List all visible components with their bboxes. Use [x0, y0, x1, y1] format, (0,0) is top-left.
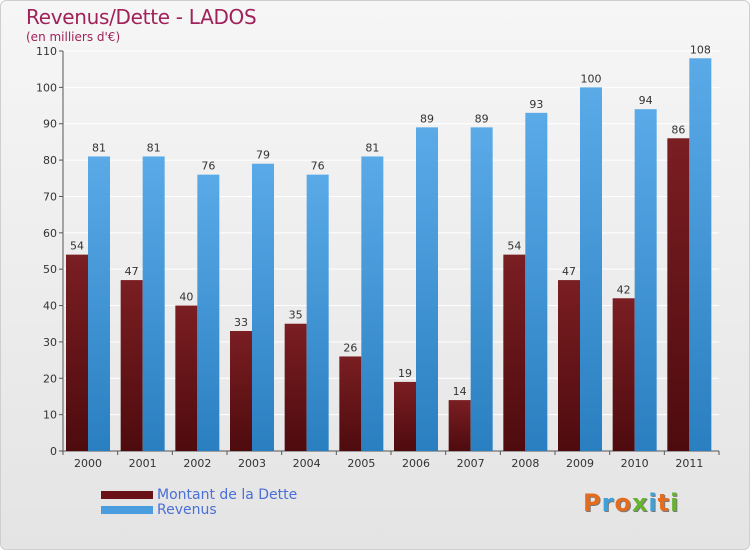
legend-item-dette: Montant de la Dette: [101, 486, 298, 503]
x-tick-label: 2010: [621, 457, 649, 470]
y-tick-label: 70: [43, 190, 57, 203]
bar-dette: [120, 280, 143, 451]
bar-dette: [394, 381, 416, 451]
data-label-revenus: 76: [201, 160, 215, 173]
chart-title: Revenus/Dette - LADOS: [26, 5, 257, 29]
data-label-dette: 14: [453, 385, 467, 398]
data-label-revenus: 76: [311, 160, 325, 173]
logo-letter: i: [648, 489, 658, 517]
x-tick-label: 2007: [457, 457, 485, 470]
legend-label-revenus: Revenus: [157, 501, 217, 518]
data-label-revenus: 100: [581, 72, 602, 85]
legend-item-revenus: Revenus: [101, 501, 297, 518]
bar-dette: [175, 305, 198, 451]
data-label-revenus: 81: [92, 141, 106, 154]
x-tick-label: 2011: [675, 457, 703, 470]
bar-revenus: [142, 156, 165, 452]
y-tick-label: 90: [43, 118, 57, 131]
bar-revenus: [88, 156, 110, 452]
y-tick-label: 40: [43, 300, 57, 313]
bar-dette: [230, 331, 252, 451]
data-label-revenus: 108: [690, 43, 711, 56]
data-label-dette: 35: [289, 309, 303, 322]
logo-letter: t: [657, 489, 671, 517]
data-label-dette: 42: [617, 283, 631, 296]
data-label-revenus: 89: [420, 112, 434, 125]
logo-letter: i: [670, 489, 680, 517]
data-label-revenus: 94: [639, 94, 653, 107]
bar-dette: [667, 138, 690, 452]
x-tick-label: 2004: [293, 457, 321, 470]
x-tick-label: 2009: [566, 457, 594, 470]
bar-revenus: [252, 163, 274, 451]
bar-revenus: [525, 112, 548, 452]
data-label-dette: 40: [179, 291, 193, 304]
data-label-revenus: 81: [147, 141, 161, 154]
y-tick-label: 30: [43, 336, 57, 349]
logo-letter: x: [631, 489, 649, 517]
bar-revenus: [580, 87, 602, 451]
x-tick-label: 2005: [347, 457, 375, 470]
bar-dette: [66, 254, 88, 451]
bar-dette: [284, 323, 307, 451]
data-label-dette: 19: [398, 367, 412, 380]
proxiti-logo: Proxiti: [583, 489, 679, 517]
x-tick-label: 2003: [238, 457, 266, 470]
data-label-revenus: 81: [365, 141, 379, 154]
y-tick-label: 50: [43, 263, 57, 276]
data-label-revenus: 93: [529, 98, 543, 111]
bar-dette: [503, 254, 526, 451]
x-tick-label: 2001: [129, 457, 157, 470]
data-label-dette: 26: [343, 341, 357, 354]
bar-revenus: [470, 127, 493, 451]
y-tick-label: 100: [36, 81, 57, 94]
y-tick-label: 60: [43, 227, 57, 240]
legend-swatch-dette: [101, 490, 153, 499]
y-tick-label: 10: [43, 409, 57, 422]
y-tick-label: 80: [43, 154, 57, 167]
logo-letter: r: [601, 489, 615, 517]
bar-revenus: [634, 109, 657, 451]
data-label-dette: 54: [507, 240, 521, 253]
x-tick-label: 2002: [183, 457, 211, 470]
bar-revenus: [361, 156, 384, 452]
logo-letter: P: [583, 489, 602, 517]
data-label-dette: 47: [125, 265, 139, 278]
bar-revenus: [689, 58, 712, 451]
y-tick-label: 20: [43, 372, 57, 385]
x-tick-label: 2006: [402, 457, 430, 470]
data-label-revenus: 89: [475, 112, 489, 125]
bar-revenus: [416, 127, 438, 451]
bar-dette: [558, 280, 580, 451]
x-tick-label: 2008: [511, 457, 539, 470]
data-label-revenus: 79: [256, 149, 270, 162]
bar-dette: [612, 298, 635, 451]
data-label-dette: 86: [671, 123, 685, 136]
y-tick-label: 0: [50, 445, 57, 458]
data-label-dette: 47: [562, 265, 576, 278]
legend-swatch-revenus: [101, 505, 153, 514]
chart-subtitle: (en milliers d'€): [26, 30, 121, 44]
bar-revenus: [197, 174, 220, 452]
bar-dette: [448, 400, 471, 451]
data-label-dette: 54: [70, 240, 84, 253]
bar-revenus: [306, 174, 329, 452]
logo-letter: o: [614, 489, 632, 517]
data-label-dette: 33: [234, 316, 248, 329]
legend: Montant de la Dette Revenus: [101, 486, 298, 518]
y-tick-label: 110: [36, 45, 57, 58]
x-tick-label: 2000: [74, 457, 102, 470]
bar-dette: [339, 356, 362, 451]
legend-label-dette: Montant de la Dette: [157, 486, 298, 503]
